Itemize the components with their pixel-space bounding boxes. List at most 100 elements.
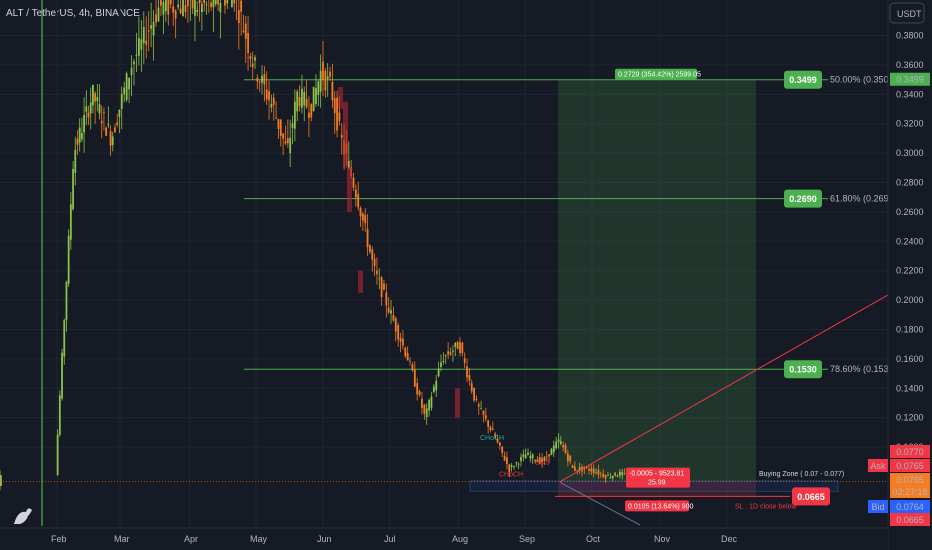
buying-zone-text: Buying Zone ( 0.07 - 0.077) [759,471,844,478]
candle-body [442,361,445,362]
loss-zone [558,481,756,497]
candle-body [270,103,273,108]
candle-body [366,228,369,248]
candle-body [130,67,133,75]
candle-body [496,438,499,443]
price-tick-label: 0.1600 [896,354,924,364]
candle-body [0,475,2,486]
candle-body [510,465,513,468]
candle-body [116,122,119,126]
candle-body [80,133,83,140]
price-tick-label: 0.1800 [896,325,924,335]
candle-body [61,352,63,399]
candle-body [482,410,485,416]
choch-label: CHoCH [499,472,523,479]
fib-price-badge [784,360,822,379]
candle-body [336,97,338,131]
time-tick-label: Jun [317,534,332,544]
candle-body [449,352,452,355]
candle-body [392,315,395,321]
candle-body [286,138,289,144]
candle-body [298,96,301,107]
price-tick-label: 0.2200 [896,266,924,276]
candlesticks [0,0,633,526]
candle-body [251,63,254,68]
candle-body [385,292,388,306]
candle-body [142,27,145,44]
candle-body [300,88,303,108]
price-tick-label: 0.2600 [896,207,924,217]
candle-body [592,468,595,474]
candle-body [184,5,187,12]
price-axis-bg [888,0,932,550]
bid-price-label [890,500,930,513]
candle-body [409,360,411,362]
price-tick-label: 0.2000 [896,295,924,305]
candle-body [109,131,112,146]
candle-body [369,245,371,252]
candle-body [399,337,402,342]
downtrend-line [559,481,641,526]
candle-body [305,99,308,107]
candle-body [413,369,416,387]
time-tick-label: Feb [51,534,67,544]
candle-body [98,104,101,114]
supply-block [347,167,352,212]
candle-body [576,470,579,472]
candle-body [240,0,243,12]
fib-level-text: 50.00% (0.3505) [830,75,897,85]
candle-body [237,10,240,24]
candle-body [475,399,478,401]
candle-body [524,454,527,459]
candle-body [85,106,88,112]
candle-body [182,0,184,16]
candle-body [217,0,219,5]
supply-block [358,270,363,293]
candle-body [423,404,426,414]
candle-body [361,213,364,221]
candle-body [63,320,66,357]
candle-body [515,462,518,464]
stop-price-label-text: 0.0665 [896,515,924,525]
candle-body [78,127,81,143]
candle-body [224,0,226,6]
stop-badge-label: 0.0665 [797,492,825,502]
candle-body [501,446,504,454]
candle-body [487,420,490,427]
candle-body [461,342,464,354]
candle-body [440,362,442,368]
price-scale-labels: 0.3499 0.0770 0.0765 Ask 0.0765 02:27:18 0.076… [868,72,930,526]
candle-body [531,454,534,459]
candle-body [133,61,135,65]
candle-body [529,455,532,459]
candle-body [506,457,508,465]
last-price-label [890,473,930,486]
candle-body [333,98,336,114]
candle-body [569,455,572,462]
candle-body [67,235,70,284]
candle-body [83,115,85,133]
pnl-text: -0.0005 - 9523.81 [629,471,684,478]
candle-body [242,30,245,32]
candle-body [557,439,560,443]
candle-body [616,475,619,477]
candle-body [491,428,494,431]
candle-body [477,404,480,407]
candle-body [559,441,562,444]
pnl-box [626,467,690,488]
candle-body [517,463,520,465]
candle-body [155,14,157,23]
candle-body [74,149,77,173]
candle-body [588,469,590,471]
currency-button[interactable] [889,2,925,24]
annotations: CHoCH CHoCH BOS 0.2729 (354.42%) 2599.05 -0.… [0,68,889,526]
candle-body [454,342,457,347]
candle-body [411,364,414,371]
candle-body [397,325,400,340]
bos-label: BOS [535,460,550,467]
candle-body [107,124,110,126]
candle-body [89,102,92,114]
candle-body [550,448,553,456]
candle-body [174,10,177,19]
